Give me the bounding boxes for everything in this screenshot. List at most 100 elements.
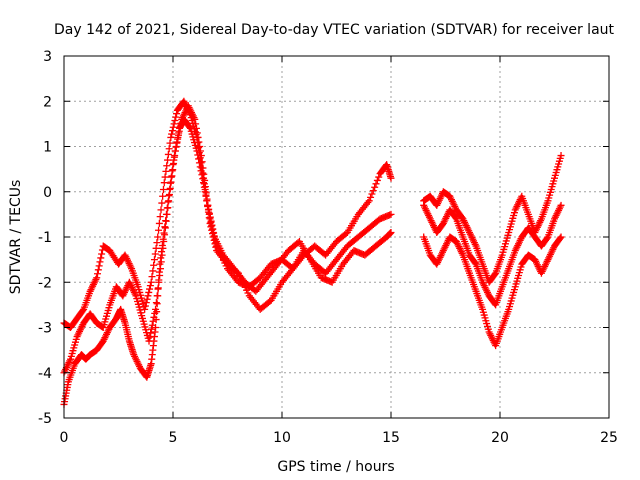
data-point: [175, 127, 183, 135]
y-tick-label: -5: [38, 411, 52, 427]
data-point: [167, 178, 175, 186]
series-track-6: [420, 152, 565, 286]
data-point: [170, 159, 178, 167]
y-tick-label: 0: [43, 185, 52, 201]
data-point: [367, 193, 375, 201]
data-point: [173, 110, 181, 118]
data-point: [169, 166, 177, 174]
data-point: [144, 292, 152, 300]
series-track-5: [420, 201, 565, 309]
data-point: [202, 189, 210, 197]
data-point: [491, 270, 499, 278]
data-point: [186, 123, 194, 131]
data-point: [151, 309, 159, 317]
ticks: 0 5 10 15 20 25 -5 -4 -3 -2 -1 0 1 2 3: [38, 49, 618, 446]
data-point: [156, 213, 164, 221]
x-axis-label: GPS time / hours: [277, 459, 394, 475]
data-point: [159, 244, 167, 252]
data-point: [166, 139, 174, 147]
data-point: [164, 204, 172, 212]
data-point: [160, 238, 168, 246]
data-point: [150, 261, 158, 269]
series-track-4: [420, 233, 565, 350]
data-point: [168, 127, 176, 135]
data-point: [170, 120, 178, 128]
data-point: [159, 192, 167, 200]
data-point: [95, 262, 103, 270]
data-point: [161, 224, 169, 232]
data-point: [162, 217, 170, 225]
data-point: [452, 214, 460, 222]
data-point: [142, 299, 150, 307]
data-point: [163, 162, 171, 170]
data-point: [165, 197, 173, 205]
x-tick-label: 0: [60, 430, 69, 446]
y-tick-label: -2: [38, 275, 52, 291]
data-point: [149, 317, 157, 325]
data-point: [557, 201, 565, 209]
data-point: [201, 176, 209, 184]
chart-title: Day 142 of 2021, Sidereal Day-to-day VTE…: [54, 22, 615, 38]
data-point: [209, 225, 217, 233]
data-point: [169, 123, 177, 131]
data-point: [369, 187, 377, 195]
data-point: [146, 282, 154, 290]
data-point: [150, 256, 158, 264]
data-point: [375, 173, 383, 181]
data-point: [387, 174, 395, 182]
data-point: [162, 167, 170, 175]
data-point: [161, 173, 169, 181]
data-point: [192, 120, 200, 128]
data-point: [557, 152, 565, 160]
data-point: [197, 159, 205, 167]
data-point: [147, 325, 155, 333]
x-tick-label: 20: [491, 430, 509, 446]
data-point: [79, 307, 87, 315]
data-point: [148, 321, 156, 329]
data-point: [154, 233, 162, 241]
data-point: [165, 145, 173, 153]
data-point: [204, 201, 212, 209]
data-point: [156, 271, 164, 279]
data-point: [93, 274, 101, 282]
data-point: [164, 156, 172, 164]
data-point: [163, 210, 171, 218]
data-point: [373, 176, 381, 184]
data-point: [155, 278, 163, 286]
data-point: [171, 116, 179, 124]
data-point: [146, 285, 154, 293]
data-point: [193, 129, 201, 137]
data-point: [198, 158, 206, 166]
data-point: [145, 288, 153, 296]
data-point: [151, 250, 159, 258]
data-point: [365, 197, 373, 205]
data-point: [557, 233, 565, 241]
data-point: [152, 299, 160, 307]
data-point: [154, 285, 162, 293]
data-points: [60, 97, 565, 408]
data-point: [201, 183, 209, 191]
data-point: [161, 231, 169, 239]
data-point: [197, 147, 205, 155]
data-point: [147, 278, 155, 286]
data-point: [143, 295, 151, 303]
data-point: [168, 130, 176, 138]
data-point: [155, 219, 163, 227]
data-point: [168, 172, 176, 180]
data-point: [94, 266, 102, 274]
data-point: [387, 210, 395, 218]
x-tick-label: 10: [273, 430, 291, 446]
data-point: [94, 270, 102, 278]
data-point: [471, 259, 479, 267]
data-point: [174, 135, 182, 143]
data-point: [148, 273, 156, 281]
data-point: [368, 190, 376, 198]
data-point: [97, 254, 105, 262]
x-tick-label: 15: [382, 430, 400, 446]
data-point: [98, 250, 106, 258]
data-point: [155, 226, 163, 234]
data-point: [197, 152, 205, 160]
y-tick-label: -3: [38, 321, 52, 337]
data-point: [159, 185, 167, 193]
